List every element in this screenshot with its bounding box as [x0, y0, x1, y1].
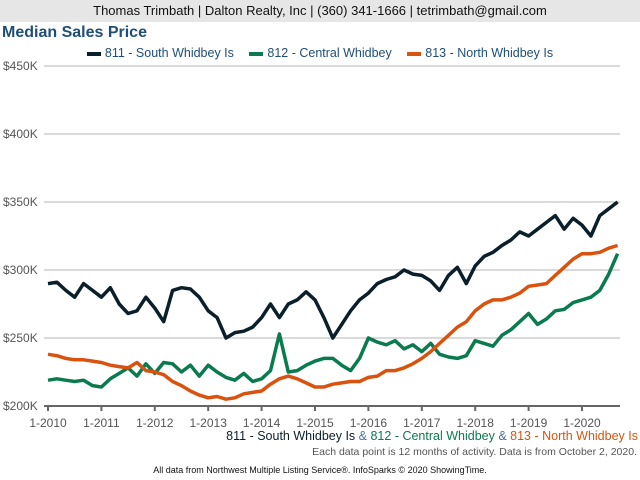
x-tick-label: 1-2019: [510, 416, 548, 430]
legend-label-812: 812 - Central Whidbey: [267, 46, 392, 60]
legend: 811 - South Whidbey Is 812 - Central Whi…: [0, 46, 640, 60]
subtitle-811: 811 - South Whidbey Is: [226, 429, 356, 443]
footer-credit: All data from Northwest Multiple Listing…: [153, 465, 487, 475]
x-tick-label: 1-2017: [403, 416, 441, 430]
contact-bar: Thomas Trimbath | Dalton Realty, Inc | (…: [0, 0, 640, 22]
legend-swatch-811: [86, 51, 101, 56]
x-tick-label: 1-2012: [136, 416, 174, 430]
series-line-811: [47, 200, 619, 340]
x-tick-label: 1-2013: [190, 416, 228, 430]
x-tick-label: 1-2010: [29, 416, 67, 430]
x-tick-label: 1-2016: [350, 416, 388, 430]
legend-label-813: 813 - North Whidbey Is: [425, 46, 554, 60]
x-tick-label: 1-2011: [83, 416, 120, 430]
y-tick-label: $450K: [3, 59, 38, 73]
legend-item-811[interactable]: 811 - South Whidbey Is: [86, 46, 234, 60]
series-subtitle: 811 - South Whidbey Is & 812 - Central W…: [226, 429, 638, 443]
x-tick-label: 1-2018: [457, 416, 495, 430]
y-tick-label: $300K: [3, 263, 38, 277]
subtitle-813: 813 - North Whidbey Is: [510, 429, 638, 443]
legend-item-813[interactable]: 813 - North Whidbey Is: [407, 46, 553, 60]
legend-swatch-812: [249, 51, 264, 56]
contact-text: Thomas Trimbath | Dalton Realty, Inc | (…: [93, 3, 547, 18]
legend-item-812[interactable]: 812 - Central Whidbey: [249, 46, 392, 60]
x-tick-label: 1-2014: [243, 416, 281, 430]
chart-title: Median Sales Price: [2, 24, 147, 41]
y-tick-label: $250K: [3, 331, 38, 345]
subtitle-812: 812 - Central Whidbey: [370, 429, 495, 443]
legend-label-811: 811 - South Whidbey Is: [104, 46, 234, 60]
x-tick-label: 1-2015: [296, 416, 334, 430]
y-tick-label: $400K: [3, 127, 38, 141]
y-tick-label: $350K: [3, 195, 38, 209]
data-note: Each data point is 12 months of activity…: [312, 446, 637, 458]
x-tick-label: 1-2020: [563, 416, 601, 430]
subtitle-amp-1: &: [355, 429, 371, 443]
subtitle-amp-2: &: [494, 429, 511, 443]
y-tick-label: $200K: [3, 399, 38, 413]
legend-swatch-813: [407, 51, 422, 56]
series-line-812: [47, 253, 620, 389]
series-line-813: [47, 243, 619, 401]
